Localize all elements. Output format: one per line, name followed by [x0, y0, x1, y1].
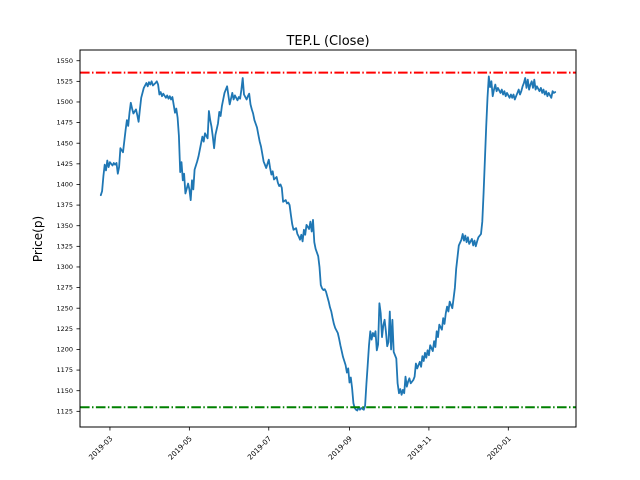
y-tick-label: 1500: [56, 98, 73, 106]
plot-border: [79, 49, 577, 428]
x-tick-label: 2020-01: [485, 434, 513, 462]
y-tick-label: 1200: [56, 346, 73, 354]
y-tick-label: 1125: [56, 407, 73, 415]
x-tick-label: 2019-07: [246, 434, 274, 462]
x-tick-label: 2019-11: [406, 434, 434, 462]
y-tick-label: 1275: [56, 284, 73, 292]
y-tick-label: 1325: [56, 242, 73, 250]
y-tick-label: 1175: [56, 366, 73, 374]
x-tick-label: 2019-05: [166, 434, 194, 462]
y-axis-label: Price(p): [31, 215, 45, 263]
y-tick-label: 1300: [56, 263, 73, 271]
y-tick-label: 1550: [56, 57, 73, 65]
y-tick-label: 1350: [56, 222, 73, 230]
price-line: [99, 75, 557, 412]
y-tick-label: 1400: [56, 181, 73, 189]
x-tick-label: 2019-03: [87, 434, 115, 462]
y-tick-label: 1525: [56, 77, 73, 85]
y-tick-label: 1475: [56, 119, 73, 127]
y-tick-label: 1375: [56, 201, 73, 209]
y-tick-label: 1425: [56, 160, 73, 168]
chart-title: TEP.L (Close): [286, 34, 370, 49]
y-tick-label: 1225: [56, 325, 73, 333]
y-tick-label: 1150: [56, 387, 73, 395]
y-tick-label: 1250: [56, 304, 73, 312]
x-tick-label: 2019-09: [326, 434, 354, 462]
y-tick-label: 1450: [56, 139, 73, 147]
